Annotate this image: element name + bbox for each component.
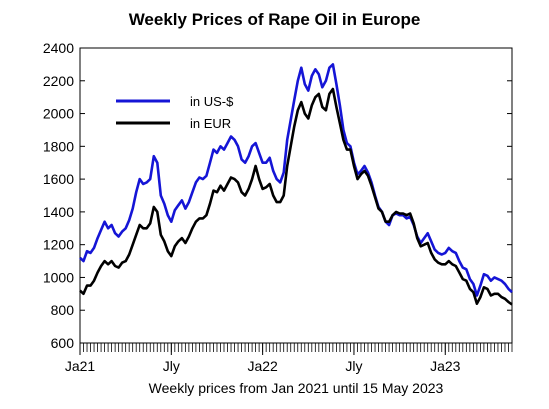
series-line-usd [79,63,513,297]
y-tick-label: 1800 [43,138,74,154]
series-lines [79,63,513,306]
x-tick-label: Ja21 [65,358,96,374]
y-tick-label: 1000 [43,269,74,285]
y-tick-label: 600 [51,335,75,351]
x-ticks: Ja21 Jly Ja22 Jly Ja23 [65,343,513,374]
y-ticks: 600 800 1000 1200 1400 1600 1800 2000 2200 2400 [43,40,512,351]
legend: in US-$ in EUR [116,94,234,131]
axes [79,47,513,344]
x-tick-label: Jly [163,358,180,374]
legend-label: in US-$ [190,94,234,109]
x-axis-label: Weekly prices from Jan 2021 until 15 May… [148,380,444,396]
y-tick-label: 2200 [43,73,74,89]
series-line-eur [79,87,513,306]
y-tick-label: 1200 [43,237,74,253]
y-tick-label: 2400 [43,40,74,56]
y-tick-label: 1400 [43,204,74,220]
legend-label: in EUR [190,116,231,131]
y-tick-label: 2000 [43,106,74,122]
chart-title: Weekly Prices of Rape Oil in Europe [128,10,421,29]
x-tick-label: Jly [345,358,362,374]
x-tick-label: Ja23 [430,358,461,374]
x-tick-label: Ja22 [247,358,278,374]
y-tick-label: 800 [51,302,75,318]
y-tick-label: 1600 [43,171,74,187]
plot-frame [79,47,513,344]
